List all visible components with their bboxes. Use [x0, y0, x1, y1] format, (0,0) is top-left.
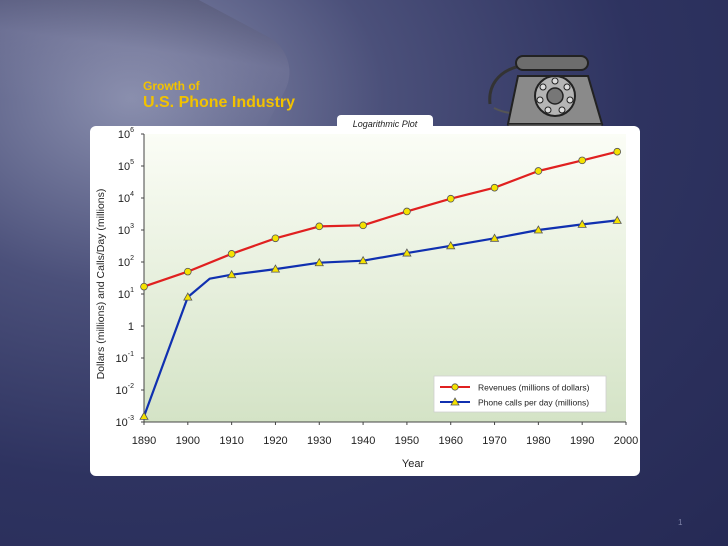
y-tick-label: 105: [118, 159, 134, 173]
slide-number: 1: [678, 518, 683, 527]
calls-data-point: [446, 241, 456, 250]
revenue-data-point: [315, 222, 324, 231]
revenue-data-point: [227, 250, 236, 258]
calls-data-point: [183, 292, 193, 301]
revenue-data-point: [613, 147, 622, 156]
slide-title-line1: Growth of: [143, 79, 200, 93]
calls-data-point: [402, 248, 412, 257]
series-line-1: [143, 150, 618, 288]
calls-data-point: [139, 411, 149, 420]
revenue-data-point: [271, 234, 280, 243]
x-tick-label: 1920: [263, 435, 287, 447]
calls-data-point: [226, 269, 237, 279]
y-tick-label: 104: [118, 191, 134, 205]
revenue-data-point: [184, 267, 192, 276]
calls-data-point: [489, 233, 500, 242]
y-tick-label: 10-3: [116, 415, 135, 429]
log-line-chart: 106 105 104 103 102 101 1 10-1 10-2 10-3 1890 1900 1…: [95, 127, 638, 470]
x-tick-label: 1930: [307, 435, 331, 447]
y-tick-label: 102: [118, 255, 134, 269]
x-tick-label: 1960: [438, 435, 462, 447]
chart-tab-label: Logarithmic Plot: [337, 115, 433, 133]
legend-marker-triangle: [450, 397, 460, 406]
x-tick-label: 1970: [482, 435, 506, 447]
y-tick-label: 101: [118, 287, 134, 301]
x-tick-label: 1980: [526, 435, 550, 447]
x-axis-label: Year: [402, 458, 425, 470]
y-tick-label: 10-1: [116, 351, 135, 365]
legend-label-1: Revenues (millions of dollars): [478, 383, 590, 393]
x-tick-label: 1940: [351, 435, 375, 447]
y-tick-label: 10-2: [116, 383, 135, 397]
legend-box: [433, 375, 607, 413]
rotary-phone-icon: [488, 55, 604, 131]
legend-marker-circle: [451, 383, 459, 391]
revenue-data-point: [359, 221, 367, 230]
x-tick-label: 1950: [395, 435, 419, 447]
calls-data-point: [612, 215, 622, 224]
calls-data-point: [270, 264, 281, 273]
x-tick-label: 1910: [219, 435, 243, 447]
revenue-data-point: [534, 167, 543, 175]
revenue-data-point: [578, 156, 586, 165]
x-tick-label: 1990: [570, 435, 594, 447]
revenue-data-point: [403, 207, 411, 216]
slide-title-line2: U.S. Phone Industry: [143, 94, 296, 111]
x-tick-label: 1900: [176, 435, 200, 447]
y-tick-label: 103: [118, 223, 134, 237]
plot-area: [144, 134, 626, 422]
revenue-data-point: [446, 194, 455, 203]
revenue-data-point: [140, 282, 148, 291]
y-tick-label: 1: [128, 321, 134, 333]
calls-data-point: [533, 225, 544, 234]
legend-label-2: Phone calls per day (millions): [478, 398, 589, 408]
y-axis-label: Dollars (millions) and Calls/Day (millio…: [95, 189, 107, 380]
x-tick-label: 2000: [614, 435, 638, 447]
chart-panel: 106 105 104 103 102 101 1 10-1 10-2 10-3 1890 1900 1…: [90, 126, 640, 476]
calls-data-point: [358, 255, 368, 265]
calls-data-point: [577, 219, 587, 228]
calls-data-point: [314, 257, 324, 267]
y-tick-label: 106: [118, 127, 134, 141]
revenue-data-point: [490, 183, 499, 192]
x-tick-label: 1890: [132, 435, 156, 447]
